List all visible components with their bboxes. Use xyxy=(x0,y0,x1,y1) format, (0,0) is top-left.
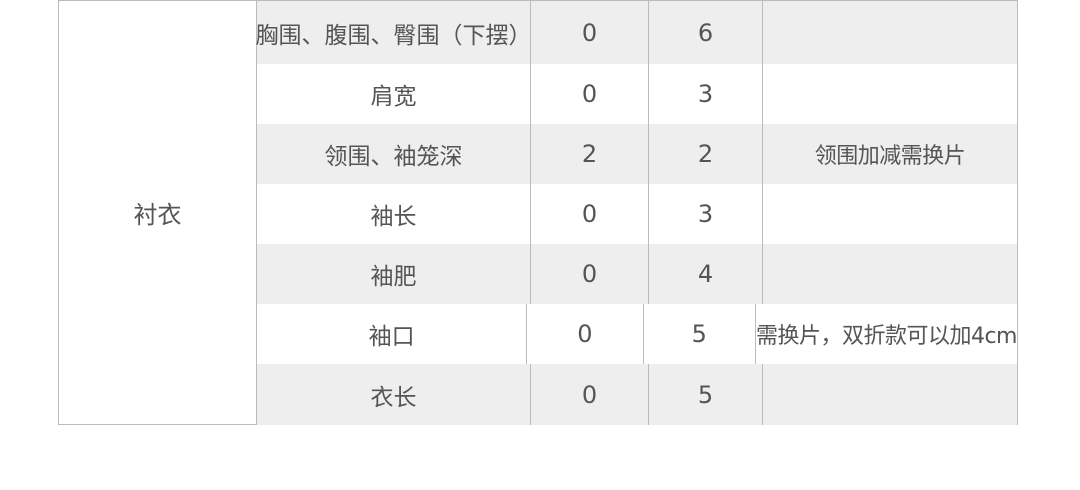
min-cell: 0 xyxy=(531,64,649,124)
table-row: 袖长 0 3 xyxy=(257,184,1017,244)
note-cell xyxy=(763,1,1017,64)
table-row: 胸围、腹围、臀围（下摆） 0 6 xyxy=(256,1,1017,64)
note-cell: 需换片，双折款可以加4cm xyxy=(755,324,1018,349)
min-cell: 2 xyxy=(531,124,649,184)
table-rows: 胸围、腹围、臀围（下摆） 0 6 肩宽 0 3 领围、袖笼深 2 2 领围加减需换片 袖长 0 3 袖肥 0… xyxy=(256,1,1018,425)
note-cell xyxy=(763,64,1017,124)
min-cell: 0 xyxy=(531,1,649,64)
table-row: 肩宽 0 3 xyxy=(257,64,1017,124)
table-row: 衣长 0 5 xyxy=(257,364,1017,425)
note-cell xyxy=(763,184,1017,244)
table-row: 袖口 0 5 需换片，双折款可以加4cm xyxy=(257,304,1018,364)
note-cell: 领围加减需换片 xyxy=(814,144,966,169)
part-cell: 袖肥 xyxy=(257,244,531,304)
part-cell: 肩宽 xyxy=(257,64,531,124)
note-cell xyxy=(763,244,1017,304)
part-cell: 衣长 xyxy=(257,364,531,425)
part-cell: 袖口 xyxy=(257,304,528,364)
part-cell: 胸围、腹围、臀围（下摆） xyxy=(256,1,532,64)
max-cell: 3 xyxy=(649,64,763,124)
max-cell: 3 xyxy=(649,184,763,244)
part-cell: 袖长 xyxy=(257,184,531,244)
alteration-table: 衬衣 胸围、腹围、臀围（下摆） 0 6 肩宽 0 3 领围、袖笼深 2 2 领围加减需换片 袖长 0 3… xyxy=(58,0,1018,425)
max-cell: 5 xyxy=(649,364,763,425)
max-cell: 4 xyxy=(649,244,763,304)
table-row: 领围、袖笼深 2 2 领围加减需换片 xyxy=(257,124,1017,184)
note-cell xyxy=(763,364,1017,425)
max-cell: 5 xyxy=(644,304,756,364)
max-cell: 2 xyxy=(649,124,763,184)
min-cell: 0 xyxy=(531,244,649,304)
min-cell: 0 xyxy=(531,364,649,425)
part-cell: 领围、袖笼深 xyxy=(257,124,531,184)
max-cell: 6 xyxy=(649,1,763,64)
min-cell: 0 xyxy=(527,304,644,364)
min-cell: 0 xyxy=(531,184,649,244)
category-cell: 衬衣 xyxy=(59,1,257,424)
table-row: 袖肥 0 4 xyxy=(257,244,1017,304)
